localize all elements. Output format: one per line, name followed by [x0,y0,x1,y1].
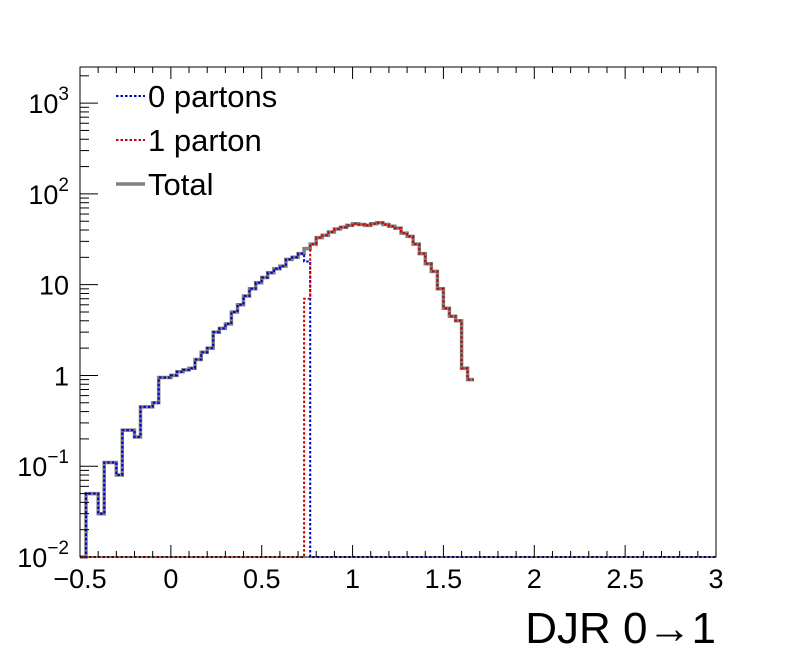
x-tick-label: 0.5 [243,564,281,594]
y-tick-label: 10−2 [17,538,69,573]
x-tick-label: 0 [163,564,178,594]
legend: 0 partons 1 parton Total [116,79,277,202]
legend-label-total: Total [148,167,213,202]
x-tick-label: 2 [527,564,542,594]
x-axis-tick-labels: −0.5 0 0.5 1 1.5 2 2.5 3 [53,564,723,594]
series-line-1-parton [80,221,474,558]
x-axis-ticks [79,67,717,557]
x-tick-label: 1.5 [425,564,463,594]
legend-label-0-partons: 0 partons [148,79,277,114]
y-tick-label: 1 [54,361,69,391]
series-line-0-partons [80,252,716,558]
y-tick-label: 103 [28,84,69,119]
y-axis-ticks [80,75,98,558]
x-axis-title: DJR 0→1 [525,604,716,653]
x-tick-label: 3 [708,564,723,594]
x-tick-label: 2.5 [606,564,644,594]
y-tick-label: 102 [28,175,69,210]
series-line-total [80,221,474,559]
series-layer [80,221,716,559]
y-tick-label: 10 [39,271,69,301]
y-axis-tick-labels: 10−2 10−1 1 10 102 103 [17,84,69,573]
y-tick-label: 10−1 [17,447,69,482]
x-tick-label: 1 [345,564,360,594]
x-tick-label: −0.5 [53,564,106,594]
legend-label-1-parton: 1 parton [148,123,262,158]
